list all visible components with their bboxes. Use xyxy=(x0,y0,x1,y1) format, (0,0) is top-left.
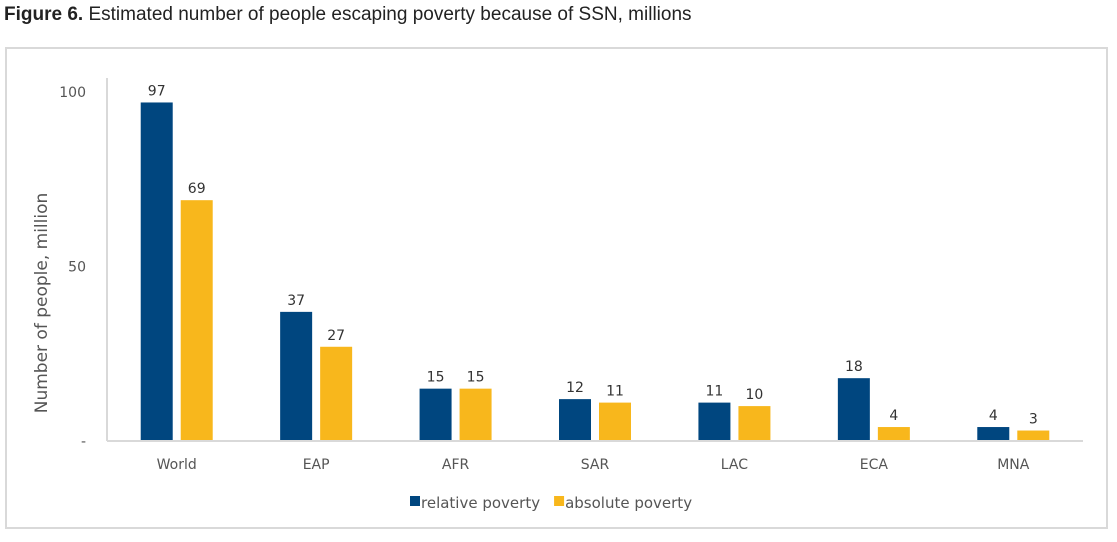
x-axis: World EAP AFR SAR LAC ECA MNA xyxy=(107,440,1083,473)
data-label: 15 xyxy=(427,370,445,386)
figure-label: Figure 6. xyxy=(4,4,84,25)
figure-caption: Estimated number of people escaping pove… xyxy=(88,4,692,25)
y-axis-label: Number of people, million xyxy=(32,193,52,414)
x-tick-label: AFR xyxy=(442,457,470,473)
data-label: 12 xyxy=(566,380,584,396)
bar xyxy=(559,399,591,441)
data-label: 11 xyxy=(606,384,624,400)
bar xyxy=(977,427,1010,441)
x-tick-label: SAR xyxy=(581,457,610,473)
chart-frame xyxy=(5,47,1108,529)
bar xyxy=(837,378,870,441)
data-label: 18 xyxy=(845,359,863,375)
bar xyxy=(877,427,910,441)
data-label: 37 xyxy=(287,293,305,309)
bar xyxy=(738,406,771,441)
data-label: 27 xyxy=(327,328,345,344)
x-tick-label: ECA xyxy=(860,457,889,473)
data-label: 97 xyxy=(148,83,166,99)
x-tick-label: MNA xyxy=(997,457,1030,473)
y-tick-label: - xyxy=(81,434,86,450)
legend-label: relative poverty xyxy=(421,494,540,512)
y-tick-label: 100 xyxy=(59,85,86,101)
data-label: 69 xyxy=(188,181,206,197)
legend-swatch xyxy=(554,496,565,506)
bar xyxy=(698,402,731,441)
bar xyxy=(320,346,353,441)
x-tick-label: EAP xyxy=(303,457,330,473)
bar xyxy=(599,402,631,441)
data-label: 3 xyxy=(1029,412,1038,428)
legend: relative poverty absolute poverty xyxy=(410,494,692,512)
x-tick-label: World xyxy=(157,457,197,473)
data-label: 4 xyxy=(989,408,998,424)
y-axis: - 50 100 xyxy=(59,78,108,450)
data-label: 10 xyxy=(746,387,764,403)
data-label: 4 xyxy=(889,408,898,424)
bar xyxy=(1017,430,1050,441)
legend-label: absolute poverty xyxy=(565,494,692,512)
bar xyxy=(280,311,313,441)
bars: 97 69 37 27 15 15 12 11 11 10 18 4 4 3 xyxy=(140,83,1050,441)
bar xyxy=(180,200,213,441)
x-tick-label: LAC xyxy=(721,457,748,473)
y-tick-label: 50 xyxy=(68,260,86,276)
figure-title: Figure 6. Estimated number of people esc… xyxy=(4,4,692,26)
bar xyxy=(459,388,492,441)
bar xyxy=(419,388,452,441)
data-label: 15 xyxy=(467,370,485,386)
legend-swatch xyxy=(410,496,420,506)
data-label: 11 xyxy=(706,384,724,400)
bar xyxy=(140,102,173,441)
